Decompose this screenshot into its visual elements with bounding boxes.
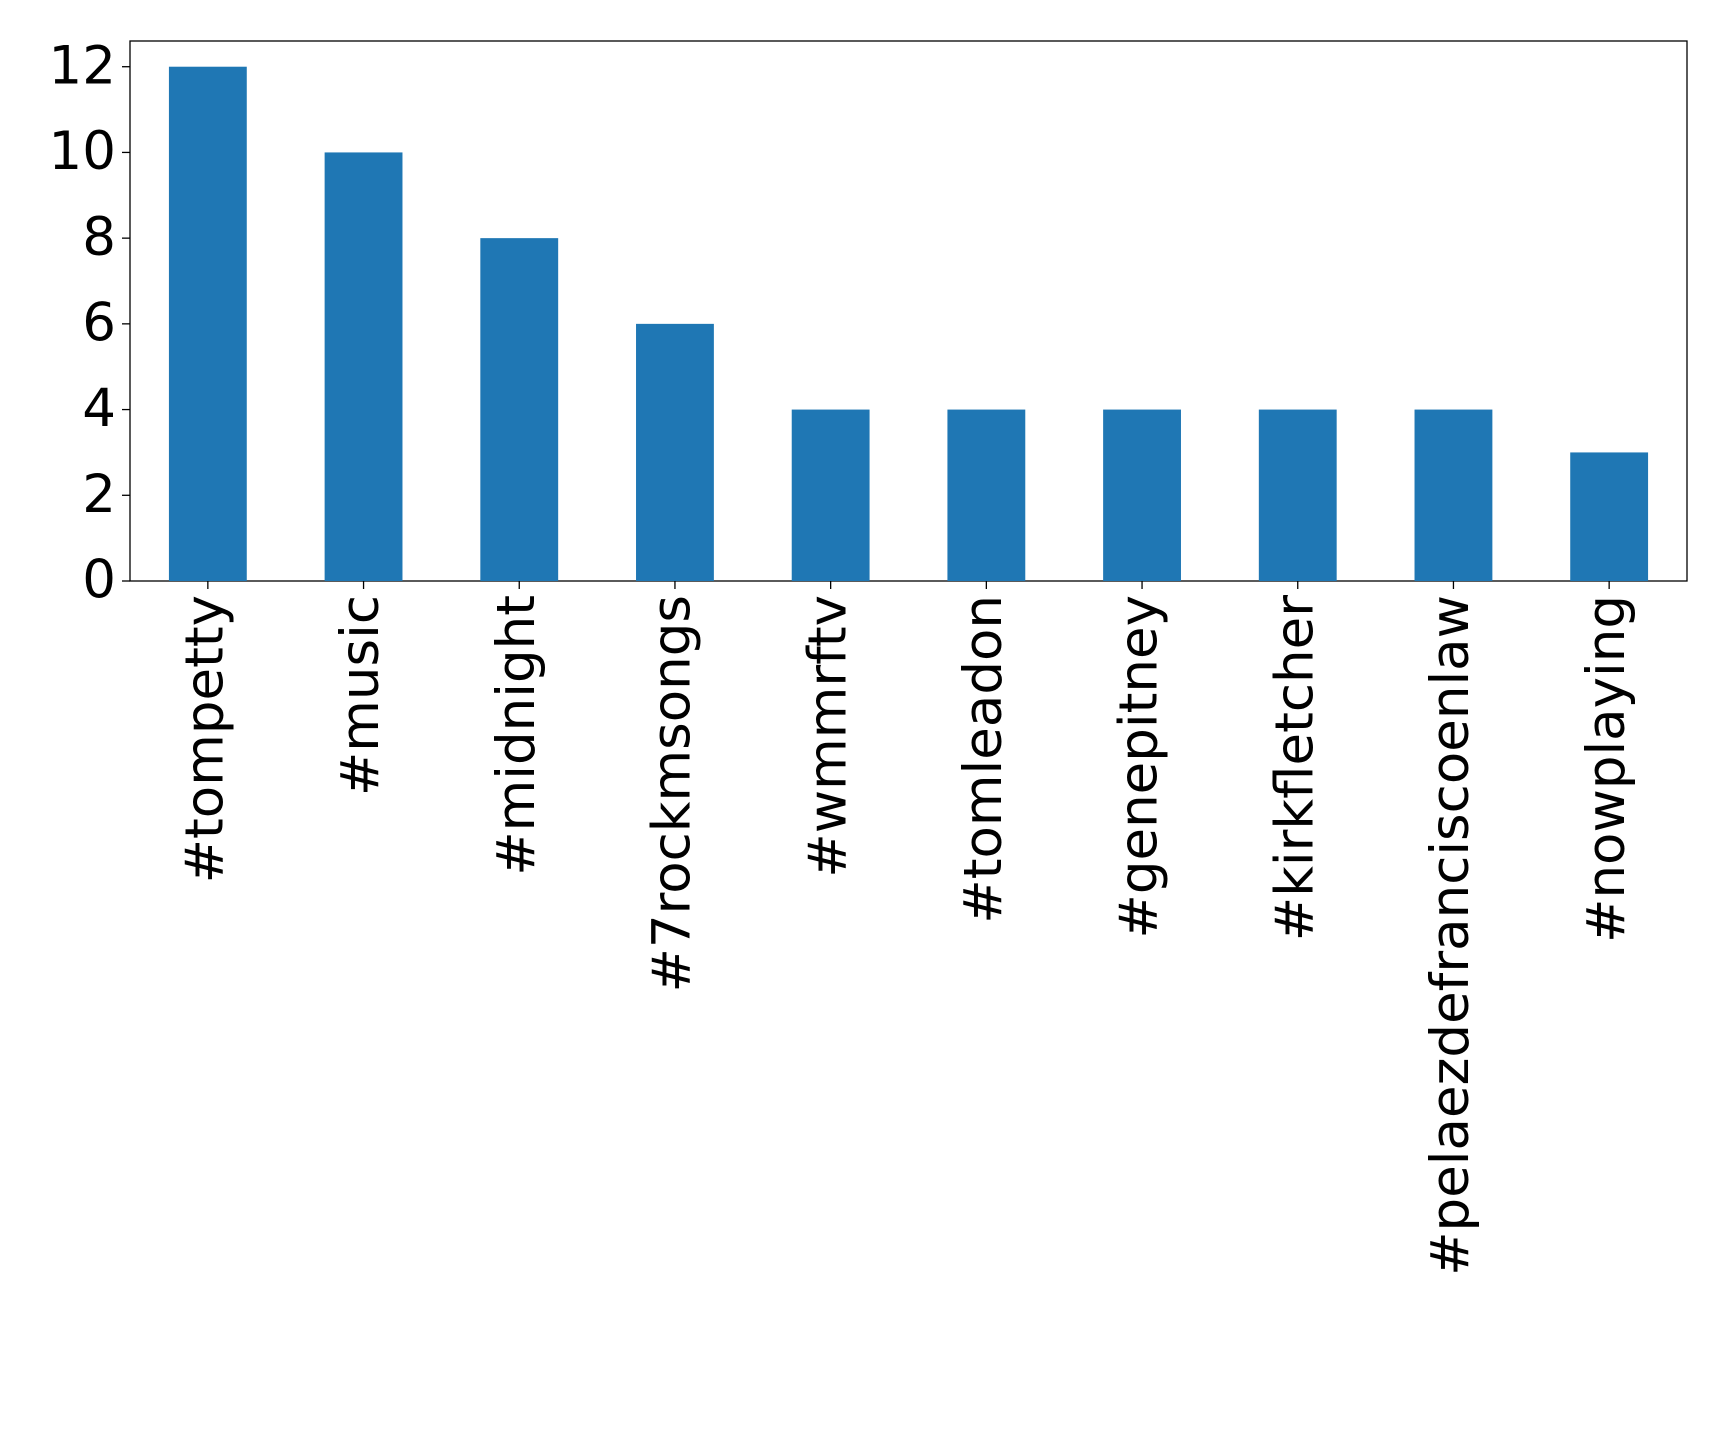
bar bbox=[791, 409, 870, 581]
plot-frame bbox=[129, 40, 1688, 582]
y-tick-label: 10 bbox=[49, 121, 116, 182]
bar bbox=[947, 409, 1026, 581]
x-tick-label: #wmmrftv bbox=[797, 595, 858, 878]
bar bbox=[1258, 409, 1337, 581]
bar bbox=[480, 238, 559, 581]
bar bbox=[1414, 409, 1493, 581]
x-tick-label: #genepitney bbox=[1109, 595, 1170, 939]
y-tick-label: 0 bbox=[82, 550, 116, 611]
bar bbox=[324, 152, 403, 581]
y-tick-label: 12 bbox=[49, 35, 116, 96]
bar bbox=[168, 66, 247, 581]
bar bbox=[1103, 409, 1181, 581]
y-tick-label: 8 bbox=[82, 207, 116, 268]
bar bbox=[636, 323, 714, 581]
x-tick-label: #tompetty bbox=[174, 595, 235, 883]
bar bbox=[1570, 452, 1649, 581]
x-tick-label: #tomleadon bbox=[953, 595, 1014, 924]
x-tick-label: #kirkfletcher bbox=[1264, 595, 1325, 941]
x-tick-label: #pelaezdefranciscoenlaw bbox=[1420, 595, 1481, 1276]
y-tick-label: 2 bbox=[82, 464, 116, 525]
y-tick-label: 6 bbox=[82, 292, 116, 353]
x-tick-label: #7rockmsongs bbox=[642, 595, 703, 993]
x-tick-label: #midnight bbox=[486, 595, 547, 876]
x-tick-label: #music bbox=[330, 595, 391, 796]
y-tick-label: 4 bbox=[82, 378, 116, 439]
x-tick-label: #nowplaying bbox=[1576, 595, 1637, 943]
